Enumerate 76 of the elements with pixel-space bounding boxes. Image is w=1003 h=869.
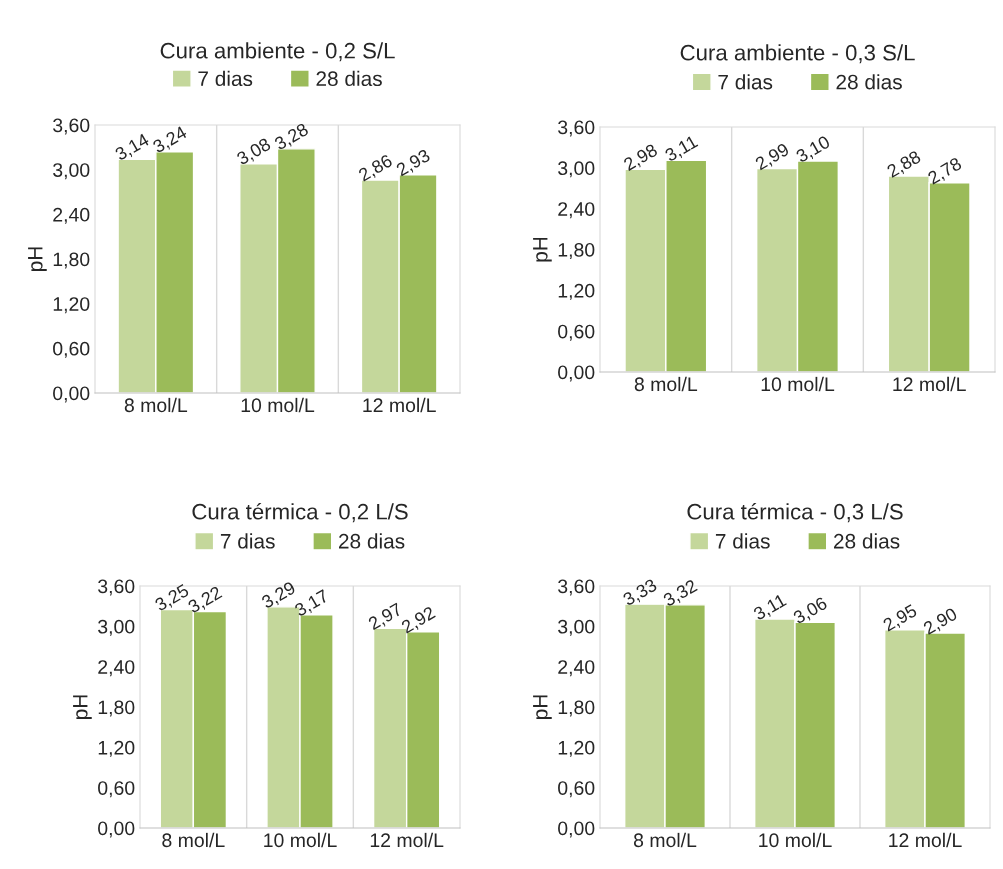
chart-title: Cura ambiente - 0,3 S/L <box>680 44 915 64</box>
y-tick-label: 3,00 <box>558 619 595 636</box>
legend-label: 28 dias <box>316 70 382 87</box>
y-tick-label: 1,20 <box>558 740 595 757</box>
y-tick-label: 2,40 <box>53 207 90 224</box>
y-tick-label: 1,80 <box>98 700 135 717</box>
x-tick-label: 8 mol/L <box>633 832 697 848</box>
x-tick-label: 10 mol/L <box>761 376 835 392</box>
y-tick-label: 3,00 <box>558 161 595 178</box>
data-label: 3,10 <box>795 135 832 165</box>
y-tick-label: 0,00 <box>98 821 135 838</box>
x-tick-label: 10 mol/L <box>759 832 832 848</box>
data-label: 3,11 <box>752 593 789 623</box>
data-label: 2,86 <box>357 153 395 184</box>
legend-label: 28 dias <box>339 533 405 549</box>
y-tick-label: 0,00 <box>558 821 595 838</box>
y-tick-label: 3,60 <box>558 120 595 137</box>
chart-title: Cura ambiente - 0,2 S/L <box>160 42 395 62</box>
x-tick-label: 8 mol/L <box>124 397 188 413</box>
chart-title: Cura térmica - 0,2 L/S <box>192 502 408 523</box>
y-axis-title: pH <box>73 695 92 719</box>
x-tick-label: 8 mol/L <box>634 376 698 392</box>
y-tick-label: 0,00 <box>558 365 595 382</box>
y-tick-label: 0,00 <box>53 386 90 403</box>
y-tick-label: 2,40 <box>558 660 595 677</box>
data-label: 3,06 <box>792 596 829 627</box>
x-tick-label: 10 mol/L <box>241 397 315 413</box>
legend-label: 28 dias <box>836 74 902 90</box>
y-tick-label: 2,40 <box>558 202 595 219</box>
y-tick-label: 1,80 <box>558 242 595 260</box>
y-tick-label: 0,60 <box>558 324 595 341</box>
data-label: 3,32 <box>662 578 699 609</box>
y-tick-label: 3,60 <box>98 579 135 596</box>
chart-title: Cura térmica - 0,3 L/S <box>687 502 903 523</box>
legend-label: 7 dias <box>715 533 770 549</box>
y-tick-label: 3,00 <box>98 619 135 636</box>
y-tick-label: 3,60 <box>53 118 90 135</box>
legend-label: 7 dias <box>198 70 253 87</box>
y-tick-label: 0,60 <box>558 781 595 798</box>
data-label: 2,78 <box>926 156 964 187</box>
y-tick-label: 2,40 <box>98 660 135 677</box>
data-label: 2,98 <box>622 143 660 173</box>
data-label: 3,33 <box>622 578 659 608</box>
data-label: 2,92 <box>400 605 437 636</box>
data-label: 2,93 <box>395 148 432 179</box>
data-label: 2,88 <box>886 150 923 180</box>
x-tick-label: 12 mol/L <box>893 376 966 392</box>
legend-label: 28 dias <box>834 533 900 549</box>
data-label: 3,24 <box>151 125 189 156</box>
y-tick-label: 0,60 <box>53 341 90 358</box>
y-axis-title: pH <box>533 237 552 262</box>
y-axis-title: pH <box>533 695 552 719</box>
y-tick-label: 1,80 <box>53 252 90 269</box>
x-tick-label: 8 mol/L <box>162 832 225 848</box>
data-label: 3,14 <box>114 132 152 163</box>
y-tick-label: 3,00 <box>53 163 90 180</box>
legend-label: 7 dias <box>718 74 773 90</box>
legend-label: 7 dias <box>220 533 275 549</box>
data-label: 2,90 <box>922 607 960 637</box>
x-tick-label: 12 mol/L <box>889 832 962 848</box>
y-axis-title: pH <box>28 247 47 271</box>
x-tick-label: 12 mol/L <box>370 832 444 848</box>
y-tick-label: 1,20 <box>53 297 90 314</box>
data-label: 3,22 <box>187 585 224 616</box>
x-tick-label: 10 mol/L <box>264 832 337 848</box>
y-tick-label: 3,60 <box>558 579 595 596</box>
data-label: 3,28 <box>273 122 311 153</box>
data-label: 2,99 <box>754 142 791 173</box>
data-label: 2,95 <box>882 603 919 634</box>
y-tick-label: 1,20 <box>558 283 595 300</box>
y-tick-label: 1,80 <box>558 700 595 717</box>
y-tick-label: 0,60 <box>98 781 135 798</box>
data-label: 3,11 <box>664 134 700 164</box>
x-tick-label: 12 mol/L <box>363 397 436 413</box>
y-tick-label: 1,20 <box>98 740 135 757</box>
data-label: 3,08 <box>235 137 273 168</box>
